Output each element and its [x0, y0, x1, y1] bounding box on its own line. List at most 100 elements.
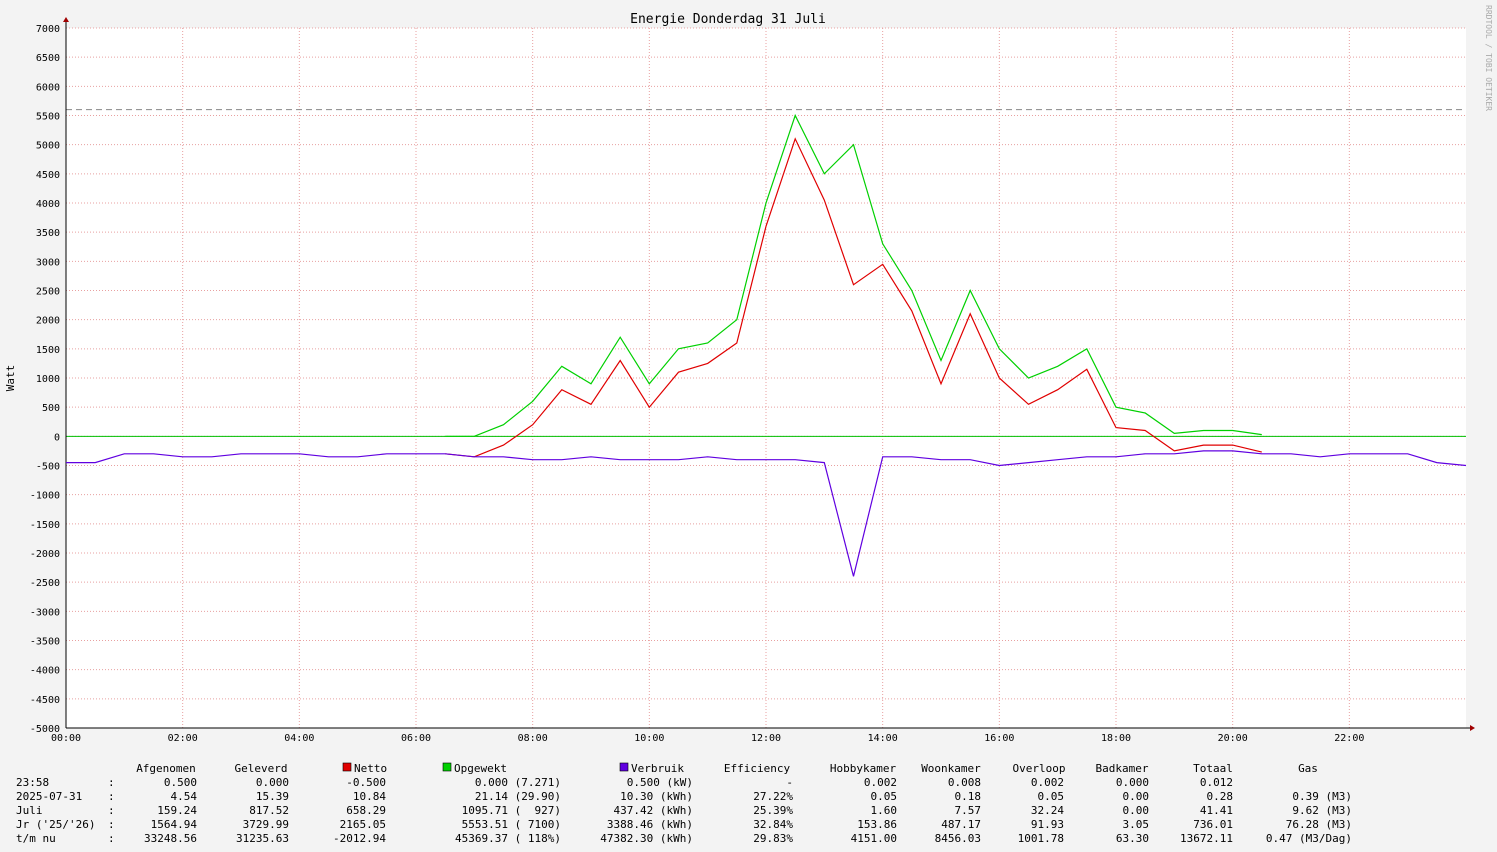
y-tick-label: 4000: [36, 199, 60, 210]
y-tick-label: -500: [36, 462, 60, 473]
row-separator: :: [108, 776, 115, 789]
y-tick-label: 4500: [36, 170, 60, 181]
y-axis-label: Watt: [4, 365, 17, 392]
series-line: [66, 450, 1467, 577]
row-label: t/m nu: [16, 832, 56, 845]
row-label: 2025-07-31: [16, 790, 82, 803]
series-line: [445, 113, 1262, 437]
column-header: Badkamer: [1096, 762, 1149, 775]
table-cell: 0.500: [164, 776, 197, 789]
column-header: Overloop: [1013, 762, 1066, 775]
row-separator: :: [108, 804, 115, 817]
table-cell: 91.93: [1031, 818, 1064, 831]
table-cell: -: [786, 776, 793, 789]
axis-arrow: [63, 17, 69, 22]
table-cell: 25.39%: [753, 804, 793, 817]
x-tick-label: 10:00: [634, 733, 664, 744]
table-cell: -0.500: [346, 776, 386, 789]
column-header: Geleverd: [235, 762, 288, 775]
table-cell: 1564.94: [151, 818, 198, 831]
x-tick-label: 02:00: [168, 733, 198, 744]
x-tick-label: 16:00: [984, 733, 1014, 744]
table-cell: 27.22%: [753, 790, 793, 803]
row-label: Juli: [16, 804, 43, 817]
table-cell: 41.41: [1200, 804, 1233, 817]
y-tick-label: 2000: [36, 316, 60, 327]
x-tick-label: 22:00: [1334, 733, 1364, 744]
legend-label: Netto: [354, 762, 387, 775]
table-cell: 437.42 (kWh): [614, 804, 693, 817]
table-cell: 76.28 (M3): [1286, 818, 1352, 831]
table-cell: 0.47 (M3/Dag): [1266, 832, 1352, 845]
table-cell: 159.24: [157, 804, 197, 817]
column-header: Gas: [1298, 762, 1318, 775]
table-cell: -2012.94: [333, 832, 386, 845]
table-cell: 736.01: [1193, 818, 1233, 831]
table-cell: 658.29: [346, 804, 386, 817]
x-tick-label: 08:00: [518, 733, 548, 744]
y-tick-label: 2500: [36, 287, 60, 298]
y-tick-label: 0: [54, 432, 60, 443]
y-tick-label: -4500: [30, 695, 60, 706]
x-tick-label: 20:00: [1218, 733, 1248, 744]
y-tick-label: 500: [42, 403, 60, 414]
table-cell: 0.500 (kW): [627, 776, 693, 789]
table-cell: 0.002: [864, 776, 897, 789]
legend-swatch: [342, 762, 352, 772]
axis-arrow: [1470, 725, 1475, 731]
y-tick-label: 3500: [36, 228, 60, 239]
chart-title: Energie Donderdag 31 Juli: [630, 12, 826, 27]
y-tick-label: 6500: [36, 53, 60, 64]
table-cell: 4151.00: [851, 832, 897, 845]
table-cell: 15.39: [256, 790, 289, 803]
table-cell: 1.60: [871, 804, 898, 817]
x-tick-label: 06:00: [401, 733, 431, 744]
table-cell: 10.30 (kWh): [620, 790, 693, 803]
column-header: Afgenomen: [136, 762, 196, 775]
legend-swatch: [442, 762, 452, 772]
table-cell: 8456.03: [935, 832, 981, 845]
legend-label: Verbruik: [631, 762, 684, 775]
table-cell: 63.30: [1116, 832, 1149, 845]
y-tick-label: 6000: [36, 82, 60, 93]
table-cell: 0.000: [1116, 776, 1149, 789]
table-cell: 10.84: [353, 790, 386, 803]
row-separator: :: [108, 832, 115, 845]
table-cell: 32.24: [1031, 804, 1064, 817]
y-tick-label: -1000: [30, 491, 60, 502]
table-cell: 3729.99: [243, 818, 289, 831]
x-tick-label: 04:00: [284, 733, 314, 744]
y-tick-label: -2000: [30, 549, 60, 560]
table-cell: 3388.46 (kWh): [607, 818, 693, 831]
table-cell: 32.84%: [753, 818, 793, 831]
row-separator: :: [108, 790, 115, 803]
table-cell: 4.54: [171, 790, 198, 803]
y-tick-label: -4000: [30, 666, 60, 677]
table-cell: 7.57: [955, 804, 982, 817]
table-cell: 0.000 (7.271): [475, 776, 561, 789]
table-cell: 153.86: [857, 818, 897, 831]
table-cell: 0.39 (M3): [1292, 790, 1352, 803]
y-tick-label: 7000: [36, 24, 60, 35]
table-cell: 29.83%: [753, 832, 793, 845]
table-cell: 487.17: [941, 818, 981, 831]
table-cell: 0.00: [1123, 790, 1150, 803]
table-cell: 45369.37 ( 118%): [455, 832, 561, 845]
row-label: Jr ('25/'26): [16, 818, 95, 831]
row-separator: :: [108, 818, 115, 831]
table-cell: 0.008: [948, 776, 981, 789]
y-tick-label: -5000: [30, 724, 60, 735]
table-cell: 13672.11: [1180, 832, 1233, 845]
column-header: Totaal: [1193, 762, 1233, 775]
y-tick-label: 3000: [36, 257, 60, 268]
watermark: RRDTOOL / TOBI OETIKER: [1484, 5, 1493, 111]
table-cell: 2165.05: [340, 818, 386, 831]
table-cell: 9.62 (M3): [1292, 804, 1352, 817]
y-tick-label: 1000: [36, 374, 60, 385]
y-tick-label: 5000: [36, 141, 60, 152]
table-cell: 47382.30 (kWh): [600, 832, 693, 845]
series-line: [445, 137, 1262, 458]
x-tick-label: 14:00: [868, 733, 898, 744]
table-cell: 0.28: [1207, 790, 1234, 803]
